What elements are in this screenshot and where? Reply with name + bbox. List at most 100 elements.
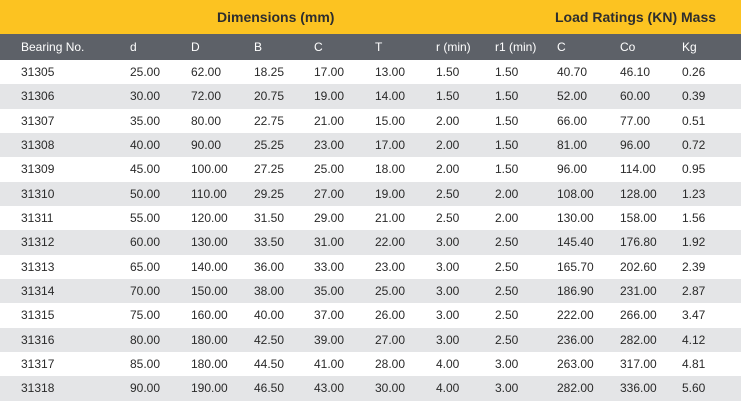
dimensions-heading: Dimensions (mm): [217, 9, 335, 25]
cell-C-load: 81.00: [557, 138, 588, 153]
cell-d: 35.00: [130, 113, 161, 128]
cell-Co: 158.00: [620, 211, 657, 226]
cell-d: 50.00: [130, 186, 161, 201]
cell-r1-min: 2.00: [495, 211, 519, 226]
cell-r1-min: 2.50: [495, 332, 519, 347]
cell-C-width: 37.00: [314, 308, 345, 323]
cell-B: 31.50: [254, 211, 285, 226]
cell-T: 18.00: [375, 162, 406, 177]
cell-kg: 0.39: [682, 89, 706, 104]
col-header-T: T: [375, 40, 383, 54]
cell-T: 27.00: [375, 332, 406, 347]
column-header-row: Bearing No. d D B C T r (min) r1 (min) C…: [0, 34, 741, 60]
cell-C-load: 222.00: [557, 308, 594, 323]
col-header-Co: Co: [620, 40, 636, 54]
cell-Co: 114.00: [620, 162, 656, 177]
cell-C-width: 43.00: [314, 381, 345, 396]
cell-B: 38.00: [254, 284, 285, 299]
col-header-r-min: r (min): [436, 40, 471, 54]
cell-d: 70.00: [130, 284, 161, 299]
cell-C-width: 31.00: [314, 235, 345, 250]
table-row: 31311 55.00 120.00 31.50 29.00 21.00 2.50 2.00 1…: [0, 206, 741, 231]
cell-Co: 77.00: [620, 113, 651, 128]
cell-r-min: 2.00: [436, 113, 460, 128]
cell-d: 85.00: [130, 357, 161, 372]
col-header-bearing-no: Bearing No.: [21, 40, 85, 54]
col-header-D: D: [191, 40, 200, 54]
cell-C-width: 25.00: [314, 162, 345, 177]
cell-Co: 266.00: [620, 308, 657, 323]
table-row: 31310 50.00 110.00 29.25 27.00 19.00 2.50 2.00 1…: [0, 181, 741, 207]
cell-r1-min: 2.50: [495, 259, 519, 274]
cell-r1-min: 2.00: [495, 186, 519, 201]
cell-bearing-no: 31305: [21, 65, 55, 79]
cell-C-load: 263.00: [557, 357, 594, 372]
col-header-C-width: C: [314, 40, 323, 54]
col-header-d: d: [130, 40, 137, 54]
cell-B: 20.75: [254, 89, 285, 104]
cell-kg: 2.39: [682, 259, 706, 274]
cell-bearing-no: 31317: [21, 357, 55, 372]
cell-D: 80.00: [191, 113, 222, 128]
cell-C-width: 17.00: [314, 65, 345, 79]
cell-B: 36.00: [254, 259, 285, 274]
table-row: 31309 45.00 100.00 27.25 25.00 18.00 2.00 1.50 9…: [0, 157, 741, 182]
cell-C-width: 39.00: [314, 332, 345, 347]
col-header-kg: Kg: [682, 40, 697, 54]
cell-C-width: 29.00: [314, 211, 345, 226]
cell-bearing-no: 31313: [21, 259, 55, 274]
table-row: 31318 90.00 190.00 46.50 43.00 30.00 4.00 3.00 2…: [0, 376, 741, 401]
cell-bearing-no: 31306: [21, 89, 55, 104]
table-row: 31312 60.00 130.00 33.50 31.00 22.00 3.00 2.50 1…: [0, 230, 741, 255]
cell-T: 22.00: [375, 235, 406, 250]
cell-d: 25.00: [130, 65, 161, 79]
cell-T: 30.00: [375, 381, 406, 396]
cell-C-width: 19.00: [314, 89, 345, 104]
cell-bearing-no: 31309: [21, 162, 55, 177]
cell-kg: 4.12: [682, 332, 706, 347]
cell-kg: 0.51: [682, 113, 706, 128]
cell-bearing-no: 31316: [21, 332, 55, 347]
cell-T: 19.00: [375, 186, 406, 201]
cell-r-min: 4.00: [436, 357, 460, 372]
cell-C-load: 52.00: [557, 89, 588, 104]
table-row: 31313 65.00 140.00 36.00 33.00 23.00 3.00 2.50 1…: [0, 254, 741, 280]
cell-r1-min: 1.50: [495, 89, 519, 104]
cell-r1-min: 2.50: [495, 284, 519, 299]
col-header-r1-min: r1 (min): [495, 40, 537, 54]
cell-D: 150.00: [191, 284, 228, 299]
cell-Co: 96.00: [620, 138, 651, 153]
cell-C-width: 35.00: [314, 284, 345, 299]
cell-kg: 1.92: [682, 235, 706, 250]
col-header-C-load: C: [557, 40, 566, 54]
cell-r-min: 3.00: [436, 259, 460, 274]
cell-C-load: 165.70: [557, 259, 594, 274]
cell-kg: 0.26: [682, 65, 706, 79]
cell-d: 75.00: [130, 308, 161, 323]
cell-D: 72.00: [191, 89, 222, 104]
cell-d: 55.00: [130, 211, 161, 226]
table-body: 31305 25.00 62.00 18.25 17.00 13.00 1.50 1.50 40…: [0, 60, 741, 401]
cell-r-min: 3.00: [436, 308, 460, 323]
cell-D: 100.00: [191, 162, 228, 177]
cell-r-min: 3.00: [436, 332, 460, 347]
cell-kg: 1.56: [682, 211, 706, 226]
cell-B: 29.25: [254, 186, 285, 201]
cell-B: 22.75: [254, 113, 285, 128]
cell-B: 40.00: [254, 308, 285, 323]
cell-Co: 231.00: [620, 284, 657, 299]
cell-d: 90.00: [130, 381, 161, 396]
cell-kg: 4.81: [682, 357, 706, 372]
table-row: 31306 30.00 72.00 20.75 19.00 14.00 1.50 1.50 52…: [0, 84, 741, 109]
cell-B: 44.50: [254, 357, 285, 372]
cell-T: 25.00: [375, 284, 406, 299]
cell-Co: 317.00: [620, 357, 657, 372]
cell-T: 15.00: [375, 113, 406, 128]
cell-r-min: 2.00: [436, 162, 460, 177]
cell-D: 62.00: [191, 65, 222, 79]
cell-bearing-no: 31310: [21, 186, 55, 201]
col-header-B: B: [254, 40, 263, 54]
table-row: 31305 25.00 62.00 18.25 17.00 13.00 1.50 1.50 40…: [0, 60, 741, 85]
cell-T: 26.00: [375, 308, 406, 323]
